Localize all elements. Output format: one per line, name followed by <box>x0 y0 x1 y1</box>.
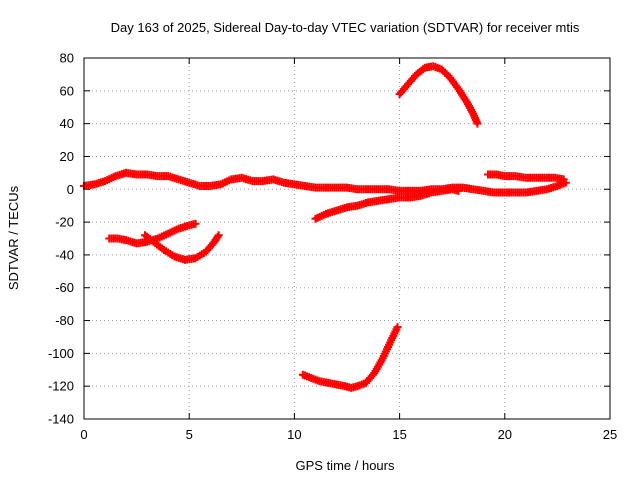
series-track-hump <box>395 62 482 128</box>
ticks: 0 5 10 15 20 25 80 60 40 20 0 -20 -40 -60 -80 -100 -120 -… <box>48 51 617 443</box>
y-tick-label: 40 <box>60 116 74 131</box>
x-tick-label: 0 <box>80 427 87 442</box>
series-track-dip <box>141 231 223 264</box>
y-tick-label: -20 <box>55 215 74 230</box>
y-tick-label: -120 <box>48 379 74 394</box>
data-point <box>559 175 568 184</box>
y-tick-label: -80 <box>55 313 74 328</box>
data-point <box>473 119 482 128</box>
x-tick-label: 20 <box>498 427 512 442</box>
y-axis-label: SDTVAR / TECUs <box>6 185 21 290</box>
series-track-low-left <box>105 219 200 248</box>
y-tick-label: 20 <box>60 149 74 164</box>
series-track-right-upper <box>483 170 568 184</box>
y-tick-label: 60 <box>60 83 74 98</box>
x-tick-label: 10 <box>287 427 301 442</box>
y-tick-label: -60 <box>55 280 74 295</box>
data-point <box>393 323 402 332</box>
data-point <box>454 186 463 195</box>
y-tick-label: -140 <box>48 412 74 427</box>
series-track-deep <box>298 323 402 392</box>
y-tick-label: -40 <box>55 247 74 262</box>
x-tick-label: 15 <box>392 427 406 442</box>
data-point <box>214 231 223 240</box>
y-tick-label: 80 <box>60 51 74 66</box>
series-track-rising <box>311 185 463 223</box>
data-point <box>191 219 200 228</box>
y-tick-label: 0 <box>67 182 74 197</box>
x-tick-label: 25 <box>603 427 617 442</box>
grid <box>84 58 610 419</box>
chart-title: Day 163 of 2025, Sidereal Day-to-day VTE… <box>111 20 580 35</box>
data-series <box>80 62 570 392</box>
plot-frame <box>83 57 611 420</box>
data-point <box>213 232 222 241</box>
y-tick-label: -100 <box>48 346 74 361</box>
x-tick-label: 5 <box>186 427 193 442</box>
x-axis-label: GPS time / hours <box>296 458 395 473</box>
